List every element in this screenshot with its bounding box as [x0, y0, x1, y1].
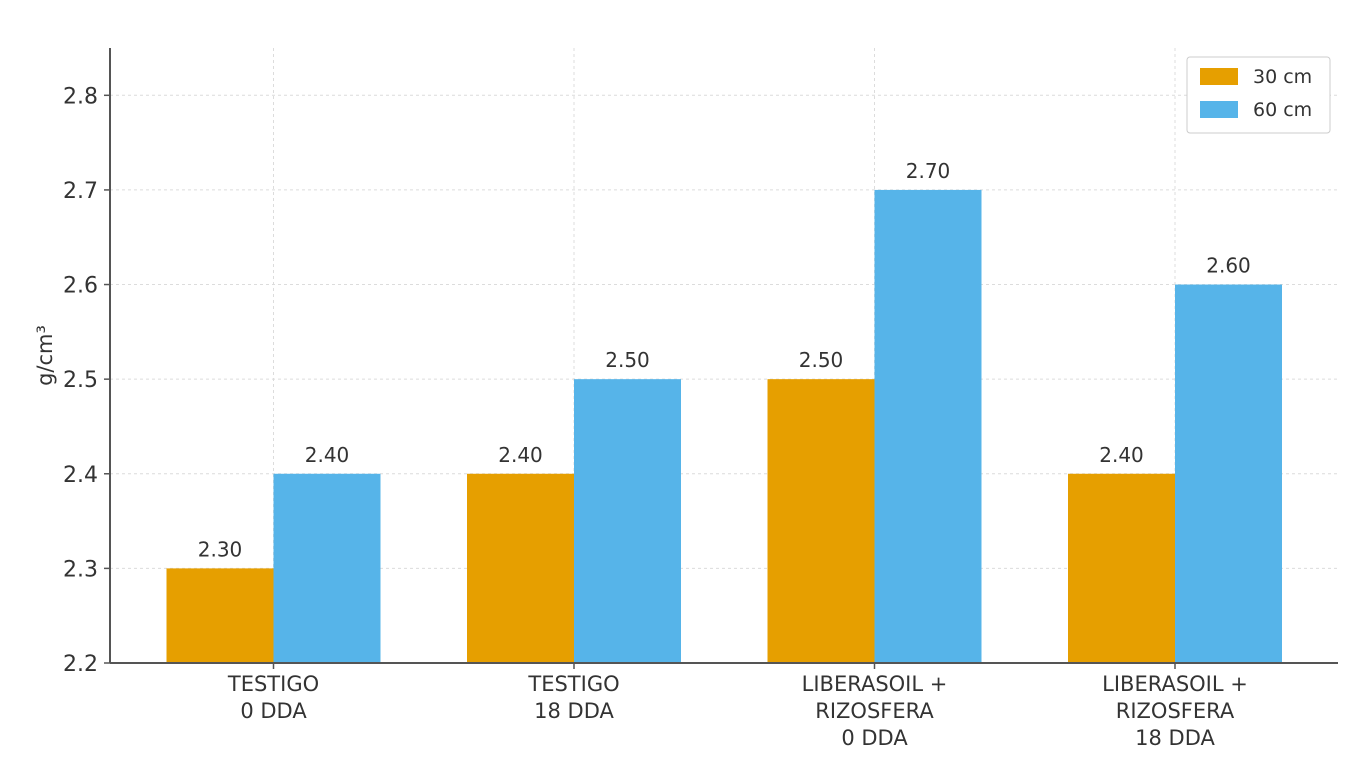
bar-value-label: 2.40: [305, 443, 350, 467]
x-tick-label-line: RIZOSFERA: [815, 699, 934, 723]
bar-30-cm-1: [467, 473, 574, 663]
y-tick-label: 2.3: [63, 557, 98, 582]
bar-value-label: 2.70: [906, 159, 951, 183]
y-tick-label: 2.7: [63, 179, 98, 204]
x-tick-label-line: 0 DDA: [240, 699, 307, 723]
legend-swatch: [1200, 101, 1238, 118]
x-tick-label: LIBERASOIL + RIZOSFERA 0 DDA: [802, 672, 948, 750]
bar-value-label: 2.50: [605, 348, 650, 372]
bar-60-cm-3: [1175, 284, 1282, 663]
bar-value-label: 2.40: [1099, 443, 1144, 467]
legend-swatch: [1200, 68, 1238, 85]
data-labels: 2.30 2.40 2.50 2.40 2.40 2.50 2.70 2.60: [198, 159, 1251, 561]
bar-value-label: 2.30: [198, 537, 243, 561]
axes: [104, 48, 1338, 669]
x-tick-label-line: 18 DDA: [534, 699, 614, 723]
y-tick-label: 2.4: [63, 463, 98, 488]
bar-value-label: 2.40: [498, 443, 543, 467]
bar-60-cm-0: [273, 473, 381, 663]
x-tick-label-line: LIBERASOIL +: [1102, 672, 1248, 696]
x-tick-label: TESTIGO 18 DDA: [527, 672, 619, 723]
x-tick-label-line: RIZOSFERA: [1116, 699, 1235, 723]
legend-label: 60 cm: [1253, 99, 1312, 121]
bar-30-cm-2: [767, 379, 875, 663]
x-tick-label-line: TESTIGO: [227, 672, 319, 696]
bar-60-cm-2: [874, 189, 982, 663]
x-tick-label: TESTIGO 0 DDA: [227, 672, 319, 723]
bar-value-label: 2.50: [799, 348, 844, 372]
y-axis-label: g/cm³: [33, 325, 57, 386]
bar-30-cm-0: [166, 568, 274, 663]
x-tick-label-line: 0 DDA: [841, 726, 908, 750]
legend: 30 cm 60 cm: [1186, 56, 1331, 134]
x-tick-label-line: 18 DDA: [1135, 726, 1215, 750]
x-tick-label: LIBERASOIL + RIZOSFERA 18 DDA: [1102, 672, 1248, 750]
x-tick-label-line: TESTIGO: [527, 672, 619, 696]
bar-60-cm-1: [574, 379, 681, 663]
y-tick-label: 2.8: [63, 84, 98, 109]
x-tick-label-line: LIBERASOIL +: [802, 672, 948, 696]
y-tick-label: 2.5: [63, 368, 98, 393]
bar-value-label: 2.60: [1206, 254, 1251, 278]
legend-label: 30 cm: [1253, 66, 1312, 88]
y-tick-label: 2.6: [63, 274, 98, 299]
y-tick-label: 2.2: [63, 652, 98, 677]
bar-30-cm-3: [1068, 473, 1175, 663]
bars: [166, 189, 1282, 663]
